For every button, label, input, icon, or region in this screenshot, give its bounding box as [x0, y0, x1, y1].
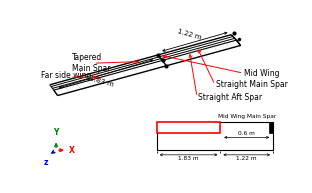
Text: Tapered
Main Spar: Tapered Main Spar — [71, 53, 110, 73]
Bar — [157, 122, 220, 133]
Text: Mid Wing: Mid Wing — [244, 69, 280, 78]
Text: z: z — [44, 158, 48, 167]
Text: X: X — [69, 146, 75, 155]
Text: 1.22 m: 1.22 m — [177, 28, 202, 41]
Text: Far side main spar: Far side main spar — [162, 125, 216, 130]
Text: 1.83 m: 1.83 m — [178, 156, 199, 161]
Text: 1.22 m: 1.22 m — [236, 156, 257, 161]
Bar — [269, 122, 273, 133]
Text: Far side wing: Far side wing — [41, 71, 91, 80]
Text: Y: Y — [53, 128, 59, 137]
Text: Mid Wing Main Spar: Mid Wing Main Spar — [217, 114, 276, 119]
Bar — [157, 122, 273, 150]
Text: Straight Aft Spar: Straight Aft Spar — [198, 93, 262, 102]
Text: Straight Main Spar: Straight Main Spar — [216, 80, 288, 89]
Text: 1.83 m: 1.83 m — [89, 75, 114, 87]
Text: 0.6 m: 0.6 m — [238, 131, 255, 136]
